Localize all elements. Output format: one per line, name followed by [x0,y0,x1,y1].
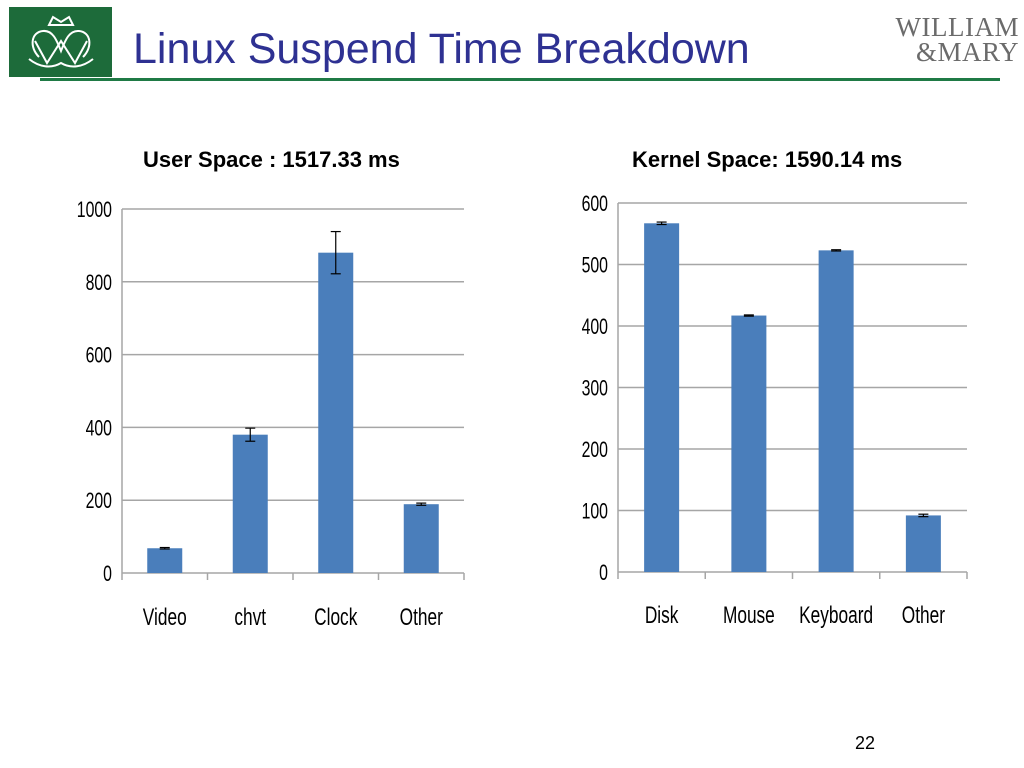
kernel-y-tick-label: 0 [599,562,608,586]
user-y-tick-label: 200 [86,490,112,514]
kernel-y-tick-label: 400 [582,316,608,340]
user-category-label: Other [400,604,443,630]
user-y-tick-label: 1000 [77,199,112,223]
user-category-label: chvt [234,604,266,630]
kernel-bar-disk [644,223,680,573]
user-y-tick-label: 800 [86,271,112,295]
kernel-category-label: Disk [645,602,679,628]
user-bar-chvt [232,434,268,573]
kernel-space-chart-title: Kernel Space: 1590.14 ms [632,147,903,172]
logo-text-line1: WILLIAM [895,12,1019,42]
kernel-category-label: Other [902,602,945,628]
user-bar-other [403,504,439,573]
user-category-label: Clock [314,604,358,630]
kernel-y-tick-label: 200 [582,439,608,463]
user-space-chart-title: User Space : 1517.33 ms [143,147,400,172]
university-crest-logo [9,7,112,77]
user-y-tick-label: 0 [103,563,112,587]
kernel-y-tick-label: 300 [582,377,608,401]
user-y-tick-label: 400 [86,417,112,441]
kernel-y-tick-label: 100 [582,500,608,524]
kernel-y-tick-label: 600 [582,193,608,217]
kernel-bar-other [905,515,941,572]
kernel-bar-mouse [731,315,767,572]
user-category-label: Video [143,604,187,630]
cypher-icon [28,15,94,68]
william-mary-logo: WILLIAM &MARY [893,14,1019,66]
kernel-y-tick-label: 500 [582,254,608,278]
kernel-category-label: Mouse [723,602,775,628]
title-divider [40,78,1000,81]
slide-title: Linux Suspend Time Breakdown [133,25,750,73]
kernel-category-label: Keyboard [799,602,873,628]
user-bar-video [147,548,183,573]
user-y-tick-label: 600 [86,344,112,368]
page-number: 22 [855,733,876,753]
user-bar-clock [318,252,354,573]
kernel-bar-keyboard [818,250,854,573]
logo-text-line2: &MARY [915,37,1019,67]
